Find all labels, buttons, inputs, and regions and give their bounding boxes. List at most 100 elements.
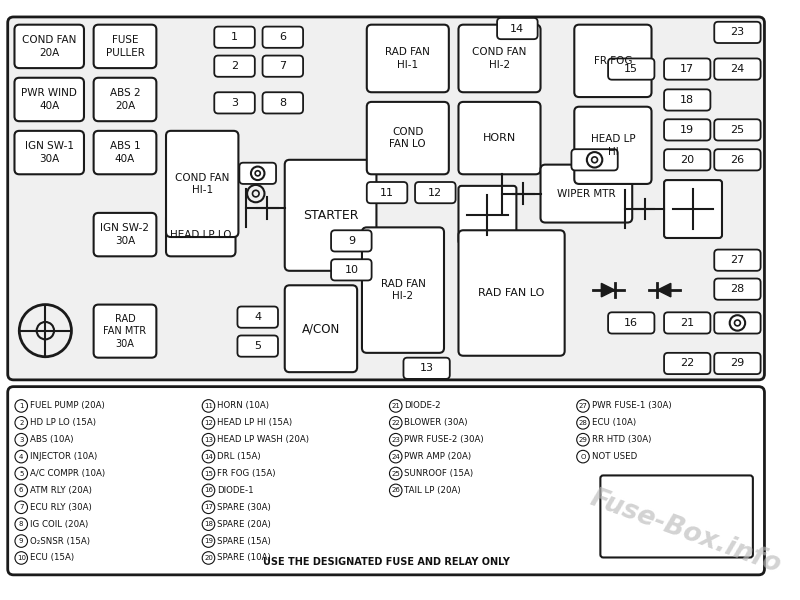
Text: RAD FAN LO: RAD FAN LO bbox=[478, 288, 545, 298]
FancyBboxPatch shape bbox=[608, 313, 654, 334]
FancyBboxPatch shape bbox=[664, 119, 710, 140]
Text: COND FAN
HI-2: COND FAN HI-2 bbox=[472, 47, 526, 70]
Text: 29: 29 bbox=[730, 358, 745, 368]
Text: 16: 16 bbox=[624, 318, 638, 328]
Text: 6: 6 bbox=[279, 32, 286, 42]
Text: 2: 2 bbox=[19, 420, 23, 426]
FancyBboxPatch shape bbox=[8, 386, 765, 575]
Text: IGN SW-2
30A: IGN SW-2 30A bbox=[101, 223, 150, 246]
Text: 28: 28 bbox=[730, 284, 745, 294]
Text: HEAD LP WASH (20A): HEAD LP WASH (20A) bbox=[217, 435, 309, 444]
FancyBboxPatch shape bbox=[664, 180, 722, 238]
Text: 25: 25 bbox=[391, 470, 400, 476]
Text: 27: 27 bbox=[730, 255, 745, 265]
Text: 1: 1 bbox=[231, 32, 238, 42]
Text: HEAD LP HI (15A): HEAD LP HI (15A) bbox=[217, 418, 292, 427]
Text: 8: 8 bbox=[279, 98, 286, 108]
Text: ECU (10A): ECU (10A) bbox=[592, 418, 636, 427]
Text: 8: 8 bbox=[19, 521, 23, 527]
Text: 2: 2 bbox=[231, 61, 238, 71]
FancyBboxPatch shape bbox=[600, 475, 753, 557]
Text: 12: 12 bbox=[204, 420, 213, 426]
Text: ECU RLY (30A): ECU RLY (30A) bbox=[30, 503, 92, 512]
Text: IG COIL (20A): IG COIL (20A) bbox=[30, 520, 88, 529]
FancyBboxPatch shape bbox=[403, 358, 450, 379]
Text: SPARE (10A): SPARE (10A) bbox=[217, 553, 271, 562]
Text: FUEL PUMP (20A): FUEL PUMP (20A) bbox=[30, 401, 105, 410]
FancyBboxPatch shape bbox=[574, 107, 651, 184]
Text: 18: 18 bbox=[680, 95, 694, 105]
FancyBboxPatch shape bbox=[166, 131, 238, 237]
FancyBboxPatch shape bbox=[14, 78, 84, 121]
Text: COND FAN
HI-1: COND FAN HI-1 bbox=[175, 173, 230, 195]
Text: 11: 11 bbox=[204, 403, 213, 409]
Text: 22: 22 bbox=[391, 420, 400, 426]
Text: 20: 20 bbox=[204, 555, 213, 561]
FancyBboxPatch shape bbox=[664, 58, 710, 80]
Text: DIODE-1: DIODE-1 bbox=[217, 486, 254, 495]
FancyBboxPatch shape bbox=[8, 17, 765, 380]
Text: 5: 5 bbox=[254, 341, 262, 351]
FancyBboxPatch shape bbox=[94, 78, 156, 121]
FancyBboxPatch shape bbox=[714, 250, 761, 271]
Text: 15: 15 bbox=[624, 64, 638, 74]
Text: A/C COMPR (10A): A/C COMPR (10A) bbox=[30, 469, 105, 478]
Text: SPARE (15A): SPARE (15A) bbox=[217, 536, 271, 545]
Text: O₂SNSR (15A): O₂SNSR (15A) bbox=[30, 536, 90, 545]
Text: 7: 7 bbox=[19, 504, 23, 510]
Text: INJECTOR (10A): INJECTOR (10A) bbox=[30, 452, 97, 461]
FancyBboxPatch shape bbox=[664, 353, 710, 374]
Text: 17: 17 bbox=[204, 504, 213, 510]
FancyBboxPatch shape bbox=[262, 26, 303, 48]
FancyBboxPatch shape bbox=[94, 131, 156, 174]
FancyBboxPatch shape bbox=[571, 149, 618, 170]
FancyBboxPatch shape bbox=[458, 230, 565, 356]
FancyBboxPatch shape bbox=[14, 131, 84, 174]
FancyBboxPatch shape bbox=[714, 58, 761, 80]
Text: 10: 10 bbox=[17, 555, 26, 561]
FancyBboxPatch shape bbox=[714, 22, 761, 43]
Text: 4: 4 bbox=[19, 454, 23, 460]
Text: 24: 24 bbox=[730, 64, 745, 74]
Text: PWR FUSE-1 (30A): PWR FUSE-1 (30A) bbox=[592, 401, 671, 410]
FancyBboxPatch shape bbox=[94, 305, 156, 358]
Text: 14: 14 bbox=[510, 23, 525, 34]
Text: 22: 22 bbox=[680, 358, 694, 368]
FancyBboxPatch shape bbox=[664, 89, 710, 110]
Text: RR HTD (30A): RR HTD (30A) bbox=[592, 435, 651, 444]
FancyBboxPatch shape bbox=[214, 26, 255, 48]
FancyBboxPatch shape bbox=[497, 18, 538, 39]
Text: USE THE DESIGNATED FUSE AND RELAY ONLY: USE THE DESIGNATED FUSE AND RELAY ONLY bbox=[262, 557, 510, 568]
Text: HEAD LP LO: HEAD LP LO bbox=[170, 230, 231, 239]
Text: 3: 3 bbox=[231, 98, 238, 108]
Text: 19: 19 bbox=[680, 125, 694, 135]
Text: 21: 21 bbox=[391, 403, 400, 409]
Text: 14: 14 bbox=[204, 454, 213, 460]
FancyBboxPatch shape bbox=[366, 182, 407, 203]
Text: 3: 3 bbox=[19, 437, 23, 443]
Text: STARTER: STARTER bbox=[303, 209, 358, 222]
Text: 28: 28 bbox=[578, 420, 587, 426]
Text: SPARE (30A): SPARE (30A) bbox=[217, 503, 271, 512]
Text: O: O bbox=[580, 454, 586, 460]
Text: HEAD LP
HI: HEAD LP HI bbox=[590, 134, 635, 157]
Text: SPARE (20A): SPARE (20A) bbox=[217, 520, 271, 529]
FancyBboxPatch shape bbox=[14, 25, 84, 68]
Text: ABS 2
20A: ABS 2 20A bbox=[110, 88, 140, 110]
FancyBboxPatch shape bbox=[262, 56, 303, 77]
Text: HORN: HORN bbox=[483, 133, 516, 143]
FancyBboxPatch shape bbox=[238, 335, 278, 357]
Text: WIPER MTR: WIPER MTR bbox=[557, 188, 616, 199]
Text: 13: 13 bbox=[204, 437, 213, 443]
Text: 7: 7 bbox=[279, 61, 286, 71]
Text: Fuse-Box.info: Fuse-Box.info bbox=[586, 485, 785, 578]
FancyBboxPatch shape bbox=[285, 285, 357, 372]
Text: 9: 9 bbox=[348, 236, 355, 246]
FancyBboxPatch shape bbox=[458, 25, 541, 92]
Text: RAD
FAN MTR
30A: RAD FAN MTR 30A bbox=[103, 314, 146, 349]
FancyBboxPatch shape bbox=[239, 163, 276, 184]
Text: FR FOG: FR FOG bbox=[594, 56, 632, 66]
Text: 12: 12 bbox=[428, 188, 442, 197]
Text: HD LP LO (15A): HD LP LO (15A) bbox=[30, 418, 96, 427]
Text: PWR AMP (20A): PWR AMP (20A) bbox=[405, 452, 471, 461]
